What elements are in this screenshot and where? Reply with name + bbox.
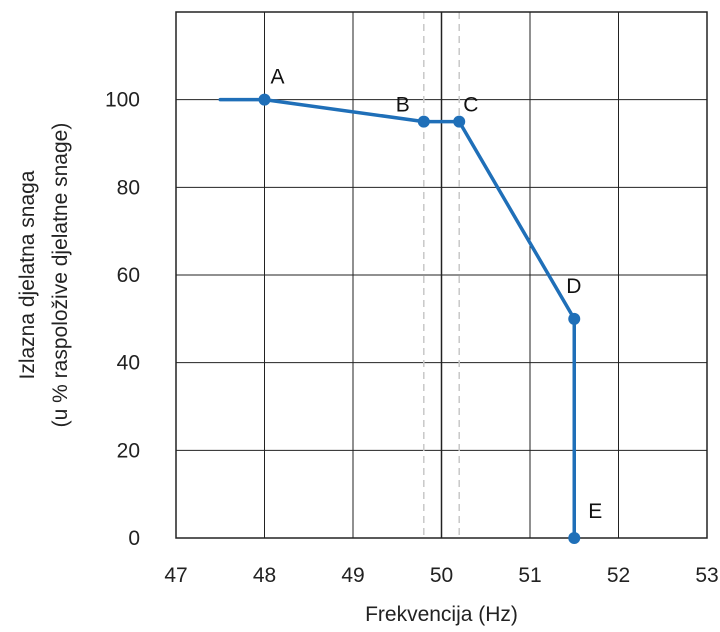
x-tick-label: 47 (164, 564, 187, 587)
y-tick-label: 100 (105, 89, 140, 112)
y-tick-labels: 0 20 40 60 80 100 (105, 89, 140, 550)
x-tick-label: 52 (607, 564, 630, 587)
point-label-b: B (396, 94, 410, 117)
y-tick-label: 0 (128, 527, 140, 550)
series (218, 97, 576, 540)
x-tick-label: 49 (341, 564, 364, 587)
y-axis-title-line-2: (u % raspoložive djelatne snage) (49, 123, 72, 428)
reference-lines (423, 12, 460, 538)
plot-frame (175, 11, 708, 539)
x-tick-labels: 47 48 49 50 51 52 53 (164, 564, 718, 587)
x-tick-label: 48 (253, 564, 276, 587)
point-label-c: C (463, 94, 478, 117)
x-tick-label: 51 (518, 564, 541, 587)
series-line (218, 97, 576, 540)
x-tick-label: 53 (695, 564, 718, 587)
data-points (258, 93, 581, 544)
y-axis-title-line-1: Izlazna djelatna snaga (16, 170, 39, 379)
y-tick-label: 40 (117, 352, 140, 375)
data-point-a (258, 93, 271, 106)
point-label-e: E (588, 500, 602, 523)
y-tick-label: 20 (117, 439, 140, 462)
y-tick-label: 60 (117, 264, 140, 287)
x-tick-label: 50 (430, 564, 453, 587)
point-labels: A B C D E (271, 66, 603, 523)
y-tick-label: 80 (117, 176, 140, 199)
point-label-a: A (271, 66, 285, 89)
data-point-b (417, 115, 430, 128)
data-point-d (568, 312, 581, 325)
point-label-d: D (566, 275, 581, 298)
x-axis-title: Frekvencija (Hz) (365, 603, 518, 626)
data-point-e (568, 532, 581, 544)
data-point-c (453, 115, 466, 128)
